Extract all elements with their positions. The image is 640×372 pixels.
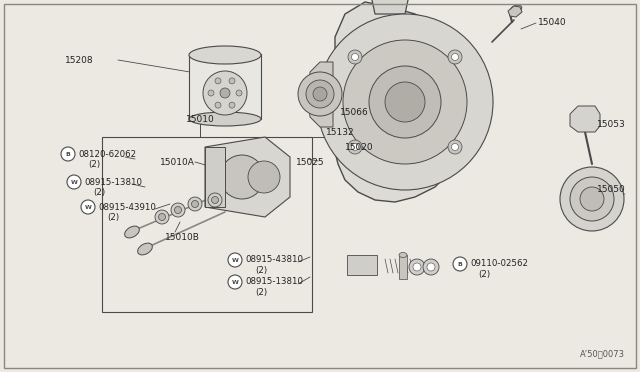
- Circle shape: [385, 82, 425, 122]
- Bar: [347, 255, 377, 275]
- Circle shape: [188, 197, 202, 211]
- Text: 08915-13810: 08915-13810: [84, 177, 142, 186]
- Circle shape: [248, 161, 280, 193]
- Text: W: W: [232, 257, 239, 263]
- Circle shape: [448, 140, 462, 154]
- Circle shape: [413, 263, 421, 271]
- Circle shape: [448, 50, 462, 64]
- Ellipse shape: [125, 226, 140, 238]
- Text: W: W: [84, 205, 92, 209]
- Circle shape: [560, 167, 624, 231]
- Text: (2): (2): [107, 212, 119, 221]
- Circle shape: [343, 40, 467, 164]
- Text: 15010: 15010: [186, 115, 214, 124]
- Circle shape: [159, 214, 166, 221]
- Circle shape: [348, 50, 362, 64]
- Bar: [399, 255, 407, 279]
- Ellipse shape: [510, 5, 522, 13]
- Text: 15010B: 15010B: [165, 232, 200, 241]
- Text: 08120-62062: 08120-62062: [78, 150, 136, 158]
- Text: 15020: 15020: [345, 142, 374, 151]
- Ellipse shape: [189, 112, 261, 126]
- Text: (2): (2): [255, 288, 267, 296]
- Circle shape: [208, 90, 214, 96]
- Circle shape: [236, 90, 242, 96]
- Text: 08915-43910: 08915-43910: [98, 202, 156, 212]
- Bar: [102, 137, 312, 312]
- Text: W: W: [232, 279, 239, 285]
- Text: (2): (2): [255, 266, 267, 275]
- Circle shape: [369, 66, 441, 138]
- Circle shape: [451, 54, 458, 61]
- Circle shape: [570, 177, 614, 221]
- Circle shape: [313, 87, 327, 101]
- Text: W: W: [70, 180, 77, 185]
- Circle shape: [451, 144, 458, 151]
- Circle shape: [220, 155, 264, 199]
- Text: (2): (2): [478, 269, 490, 279]
- Circle shape: [427, 263, 435, 271]
- Circle shape: [228, 253, 242, 267]
- Circle shape: [229, 102, 235, 108]
- Circle shape: [171, 203, 185, 217]
- Ellipse shape: [138, 243, 152, 255]
- Circle shape: [306, 80, 334, 108]
- Circle shape: [409, 259, 425, 275]
- Polygon shape: [368, 0, 412, 14]
- Text: 15066: 15066: [340, 108, 369, 116]
- Circle shape: [61, 147, 75, 161]
- Circle shape: [81, 200, 95, 214]
- Text: A’50）0073: A’50）0073: [580, 350, 625, 359]
- Text: B: B: [458, 262, 463, 266]
- Circle shape: [453, 257, 467, 271]
- Polygon shape: [570, 106, 600, 132]
- Circle shape: [229, 78, 235, 84]
- Circle shape: [203, 71, 247, 115]
- Ellipse shape: [399, 253, 407, 257]
- Text: (2): (2): [93, 187, 105, 196]
- Circle shape: [348, 140, 362, 154]
- Circle shape: [215, 102, 221, 108]
- Text: 15040: 15040: [538, 17, 566, 26]
- Circle shape: [351, 54, 358, 61]
- Circle shape: [580, 187, 604, 211]
- Polygon shape: [508, 6, 522, 17]
- Circle shape: [175, 206, 182, 214]
- Text: 15025: 15025: [296, 157, 324, 167]
- Circle shape: [191, 201, 198, 208]
- Text: 09110-02562: 09110-02562: [470, 260, 528, 269]
- Circle shape: [298, 72, 342, 116]
- Text: (2): (2): [88, 160, 100, 169]
- Text: 15132: 15132: [326, 128, 355, 137]
- Circle shape: [208, 193, 222, 207]
- Circle shape: [228, 275, 242, 289]
- Text: 15208: 15208: [65, 55, 93, 64]
- Polygon shape: [205, 137, 290, 217]
- Bar: [205, 147, 225, 207]
- Text: 15050: 15050: [597, 185, 626, 193]
- Circle shape: [317, 14, 493, 190]
- Circle shape: [211, 196, 218, 203]
- Text: 08915-13810: 08915-13810: [245, 278, 303, 286]
- Polygon shape: [308, 62, 333, 127]
- Circle shape: [220, 88, 230, 98]
- Text: B: B: [65, 151, 70, 157]
- Circle shape: [215, 78, 221, 84]
- Bar: [189, 54, 261, 119]
- Text: 08915-43810: 08915-43810: [245, 256, 303, 264]
- Text: 15010A: 15010A: [160, 157, 195, 167]
- Text: 15053: 15053: [597, 119, 626, 128]
- Ellipse shape: [189, 46, 261, 64]
- Circle shape: [155, 210, 169, 224]
- Circle shape: [67, 175, 81, 189]
- Polygon shape: [332, 2, 478, 202]
- Circle shape: [351, 144, 358, 151]
- Polygon shape: [318, 72, 335, 127]
- Circle shape: [423, 259, 439, 275]
